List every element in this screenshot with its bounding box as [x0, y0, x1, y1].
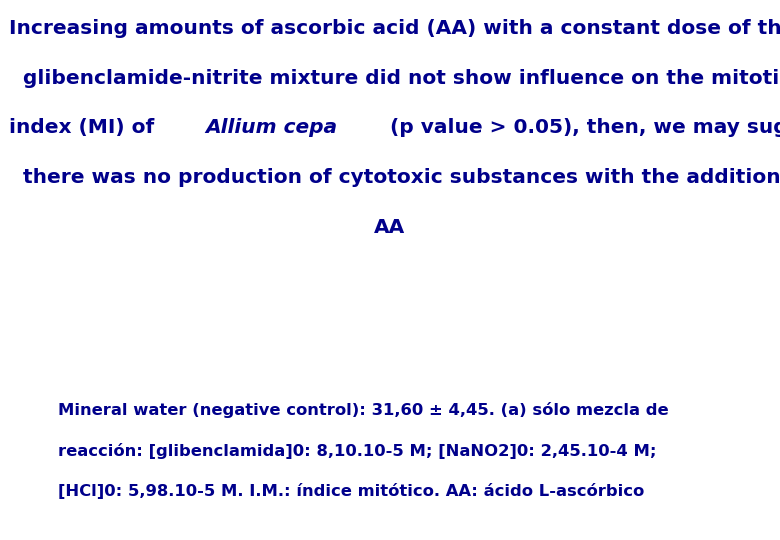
Text: [HCl]0: 5,98.10-5 M. I.M.: índice mitótico. AA: ácido L-ascórbico: [HCl]0: 5,98.10-5 M. I.M.: índice mitóti…: [58, 483, 645, 500]
Text: Mineral water (negative control): 31,60 ± 4,45. (a) sólo mezcla de: Mineral water (negative control): 31,60 …: [58, 402, 669, 418]
Text: AA: AA: [374, 218, 406, 237]
Text: index (MI) of: index (MI) of: [9, 118, 161, 137]
Text: Allium cepa: Allium cepa: [206, 118, 338, 137]
Text: (p value > 0.05), then, we may suggest that: (p value > 0.05), then, we may suggest t…: [376, 118, 780, 137]
Text: there was no production of cytotoxic substances with the addition of: there was no production of cytotoxic sub…: [9, 168, 780, 187]
Text: glibenclamide-nitrite mixture did not show influence on the mitotic: glibenclamide-nitrite mixture did not sh…: [9, 69, 780, 87]
Text: reacción: [glibenclamida]0: 8,10.10-5 M; [NaNO2]0: 2,45.10-4 M;: reacción: [glibenclamida]0: 8,10.10-5 M;…: [58, 443, 657, 459]
Text: Increasing amounts of ascorbic acid (AA) with a constant dose of the: Increasing amounts of ascorbic acid (AA)…: [9, 19, 780, 38]
